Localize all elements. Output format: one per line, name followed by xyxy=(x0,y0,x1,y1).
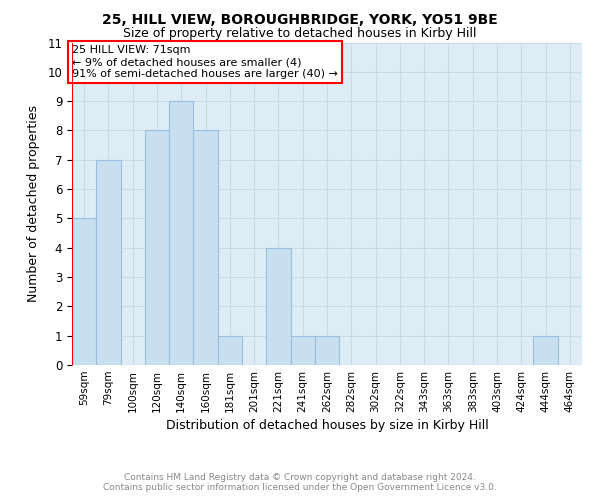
Y-axis label: Number of detached properties: Number of detached properties xyxy=(28,106,40,302)
Bar xyxy=(315,336,339,365)
Text: Contains HM Land Registry data © Crown copyright and database right 2024.
Contai: Contains HM Land Registry data © Crown c… xyxy=(103,473,497,492)
Bar xyxy=(218,336,242,365)
Bar xyxy=(533,336,558,365)
Text: 25, HILL VIEW, BOROUGHBRIDGE, YORK, YO51 9BE: 25, HILL VIEW, BOROUGHBRIDGE, YORK, YO51… xyxy=(102,12,498,26)
Bar xyxy=(145,130,169,365)
X-axis label: Distribution of detached houses by size in Kirby Hill: Distribution of detached houses by size … xyxy=(166,419,488,432)
Bar xyxy=(193,130,218,365)
Bar xyxy=(96,160,121,365)
Bar xyxy=(266,248,290,365)
Bar xyxy=(169,101,193,365)
Bar xyxy=(72,218,96,365)
Text: 25 HILL VIEW: 71sqm
← 9% of detached houses are smaller (4)
91% of semi-detached: 25 HILL VIEW: 71sqm ← 9% of detached hou… xyxy=(72,46,338,78)
Text: Size of property relative to detached houses in Kirby Hill: Size of property relative to detached ho… xyxy=(123,28,477,40)
Bar xyxy=(290,336,315,365)
